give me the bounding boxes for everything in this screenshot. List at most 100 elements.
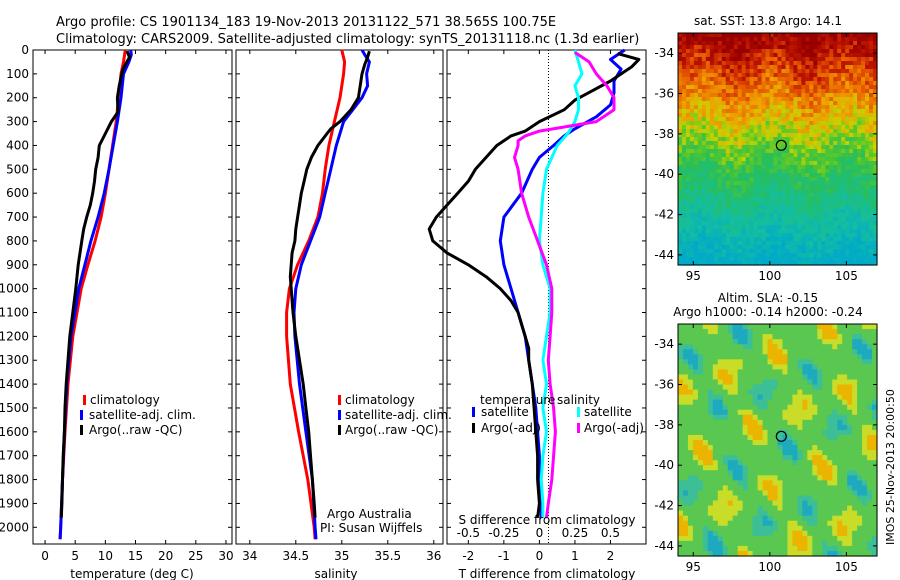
heatmap-cell: [813, 241, 818, 246]
heatmap-cell: [793, 37, 798, 42]
heatmap-cell: [781, 69, 787, 74]
heatmap-cell: [681, 81, 687, 86]
heatmap-cell: [747, 344, 754, 350]
heatmap-cell: [837, 359, 843, 365]
heatmap-cell: [697, 525, 704, 532]
heatmap-cell: [773, 181, 779, 186]
heatmap-cell: [849, 237, 854, 242]
heatmap-cell: [807, 460, 813, 466]
heatmap-cell: [809, 121, 814, 126]
heatmap-cell: [849, 77, 854, 82]
heatmap-cell: [682, 445, 689, 451]
heatmap-cell: [693, 89, 699, 94]
heatmap-cell: [809, 77, 814, 82]
heatmap-cell: [822, 429, 828, 436]
heatmap-cell: [693, 53, 699, 58]
heatmap-cell: [812, 434, 818, 441]
heatmap-cell: [685, 125, 691, 130]
heatmap-cell: [733, 165, 739, 170]
heatmap-cell: [862, 324, 868, 330]
heatmap-cell: [769, 201, 775, 206]
heatmap-cell: [761, 109, 767, 114]
heatmap-cell: [712, 475, 719, 481]
heatmap-cell: [801, 229, 806, 234]
heatmap-cell: [727, 465, 734, 471]
heatmap-cell: [853, 61, 858, 66]
heatmap-cell: [827, 490, 833, 497]
heatmap-cell: [722, 455, 729, 461]
heatmap-cell: [837, 384, 843, 391]
heatmap-cell: [873, 81, 878, 86]
heatmap-cell: [817, 141, 822, 146]
heatmap-cell: [833, 117, 838, 122]
heatmap-cell: [765, 177, 771, 182]
legend-swatch-climatology: [338, 395, 341, 405]
heatmap-cell: [717, 225, 723, 230]
heatmap-cell: [857, 161, 862, 166]
heatmap-cell: [678, 525, 684, 532]
legend-label-t-argo: Argo(-adj): [481, 421, 541, 435]
heatmap-cell: [717, 394, 724, 401]
heatmap-cell: [729, 41, 735, 46]
heatmap-cell: [845, 33, 850, 38]
heatmap-cell: [841, 189, 846, 194]
heatmap-cell: [762, 399, 769, 406]
heatmap-cell: [767, 490, 774, 497]
heatmap-cell: [862, 434, 868, 441]
heatmap-cell: [678, 349, 684, 355]
heatmap-cell: [822, 465, 828, 471]
heatmap-cell: [742, 354, 749, 360]
heatmap-cell: [812, 515, 818, 522]
heatmap-cell: [813, 121, 818, 126]
heatmap-cell: [717, 510, 724, 517]
heatmap-cell: [852, 510, 858, 517]
heatmap-cell: [837, 53, 842, 58]
sst-map-title: sat. SST: 13.8 Argo: 14.1: [694, 14, 842, 28]
heatmap-cell: [782, 409, 789, 416]
heatmap-cell: [789, 217, 795, 222]
heatmap-cell: [725, 125, 731, 130]
heatmap-cell: [802, 389, 808, 396]
heatmap-cell: [687, 394, 694, 401]
heatmap-cell: [802, 349, 808, 355]
heatmap-cell: [737, 189, 743, 194]
heatmap-cell: [821, 33, 826, 38]
heatmap-cell: [709, 33, 715, 38]
heatmap-cell: [753, 221, 759, 226]
heatmap-cell: [717, 334, 724, 340]
heatmap-cell: [837, 505, 843, 512]
heatmap-cell: [753, 189, 759, 194]
heatmap-cell: [697, 369, 704, 376]
heatmap-cell: [817, 161, 822, 166]
heatmap-cell: [801, 173, 806, 178]
heatmap-cell: [801, 237, 806, 242]
heatmap-cell: [762, 379, 769, 386]
heatmap-cell: [732, 500, 739, 507]
heatmap-cell: [693, 113, 699, 118]
heatmap-cell: [797, 129, 802, 134]
heatmap-cell: [807, 510, 813, 517]
heatmap-cell: [693, 257, 699, 262]
heatmap-cell: [781, 61, 787, 66]
heatmap-cell: [857, 33, 862, 38]
heatmap-cell: [777, 545, 784, 552]
heatmap-cell: [781, 49, 787, 54]
heatmap-cell: [861, 129, 866, 134]
heatmap-cell: [829, 257, 834, 262]
heatmap-cell: [805, 229, 810, 234]
heatmap-cell: [681, 185, 687, 190]
heatmap-cell: [769, 153, 775, 158]
heatmap-cell: [807, 419, 813, 426]
heatmap-cell: [741, 157, 747, 162]
heatmap-cell: [685, 165, 691, 170]
heatmap-cell: [797, 109, 802, 114]
heatmap-cell: [733, 61, 739, 66]
heatmap-cell: [849, 197, 854, 202]
heatmap-cell: [781, 85, 787, 90]
heatmap-cell: [697, 500, 704, 507]
depth-tick-label: 1200: [0, 329, 29, 343]
heatmap-cell: [752, 540, 759, 547]
heatmap-cell: [729, 169, 735, 174]
heatmap-cell: [777, 374, 784, 381]
heatmap-cell: [713, 69, 719, 74]
